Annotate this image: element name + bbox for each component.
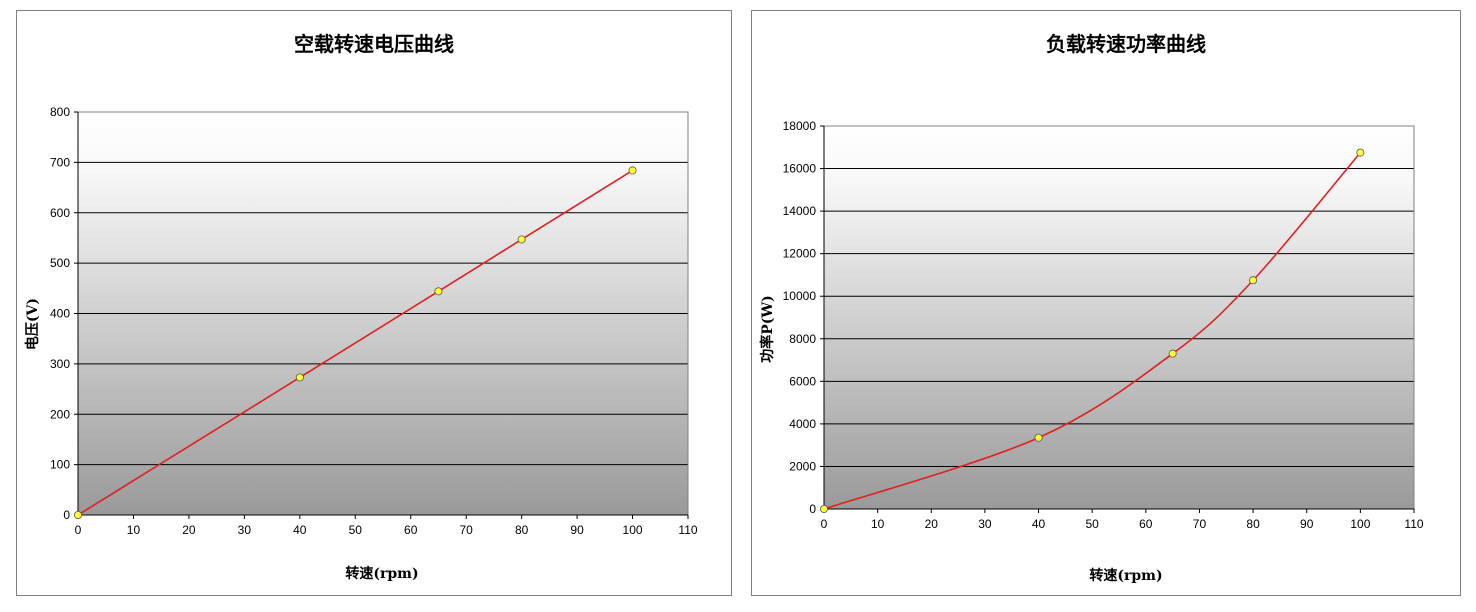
y-tick-label: 100: [50, 458, 70, 472]
y-tick-label: 6000: [789, 374, 816, 388]
data-point: [434, 287, 443, 296]
y-tick-label: 300: [50, 357, 70, 371]
y-tick-label: 600: [50, 206, 70, 220]
x-tick-label: 20: [182, 523, 196, 537]
x-tick-label: 60: [1139, 517, 1153, 531]
plot-area: 0 2000 4000 6000 8000 10000 12000 14000 16000 180…: [783, 119, 1424, 531]
x-tick-label: 100: [1350, 517, 1370, 531]
plot-area: 0 100 200 300 400 500 600 700 800 0 10 20 30 40 50 60 70…: [50, 105, 698, 537]
data-point: [517, 235, 526, 244]
x-tick-label: 80: [1246, 517, 1260, 531]
data-point: [295, 373, 304, 382]
x-tick-label: 10: [127, 523, 141, 537]
x-tick-label: 0: [75, 523, 82, 537]
x-tick-label: 40: [293, 523, 307, 537]
y-tick-label: 0: [809, 502, 816, 516]
data-point: [628, 166, 637, 175]
y-axis-title: 电压(V): [24, 298, 41, 350]
power-chart: 负载转速功率曲线 0 2000 4000 6000 8000 10000 12000 1400…: [759, 32, 1424, 584]
x-tick-label: 0: [821, 517, 828, 531]
y-tick-label: 800: [50, 105, 70, 119]
x-tick-label: 60: [404, 523, 418, 537]
chart-panel-voltage: 空载转速电压曲线 0 100 200 300 400 500 600 700 800 0 10 20 3…: [16, 10, 732, 596]
x-tick-label: 90: [1300, 517, 1314, 531]
y-tick-label: 200: [50, 407, 70, 421]
x-tick-label: 40: [1032, 517, 1046, 531]
chart-title: 空载转速电压曲线: [294, 32, 454, 56]
data-point: [820, 504, 829, 513]
y-tick-label: 14000: [783, 204, 817, 218]
y-tick-label: 400: [50, 307, 70, 321]
data-point: [74, 510, 83, 519]
x-tick-label: 30: [978, 517, 992, 531]
chart-panel-power: 负载转速功率曲线 0 2000 4000 6000 8000 10000 12000 1400…: [751, 10, 1461, 596]
x-tick-label: 20: [925, 517, 939, 531]
y-axis-title: 功率P(W): [759, 295, 776, 363]
y-tick-label: 700: [50, 155, 70, 169]
data-point: [1249, 276, 1258, 285]
x-axis-title: 转速(rpm): [1089, 567, 1162, 584]
y-tick-label: 4000: [789, 417, 816, 431]
x-tick-label: 30: [238, 523, 252, 537]
y-tick-label: 18000: [783, 119, 817, 133]
x-tick-label: 110: [678, 523, 697, 537]
y-tick-label: 500: [50, 256, 70, 270]
data-point: [1168, 349, 1177, 358]
x-tick-label: 70: [460, 523, 474, 537]
x-tick-label: 10: [871, 517, 885, 531]
data-point: [1356, 148, 1365, 157]
y-tick-label: 0: [63, 508, 70, 522]
y-tick-label: 16000: [783, 162, 817, 176]
x-tick-label: 100: [623, 523, 643, 537]
y-tick-label: 8000: [789, 332, 816, 346]
voltage-chart: 空载转速电压曲线 0 100 200 300 400 500 600 700 800 0 10 20 3…: [24, 32, 698, 582]
y-tick-label: 2000: [789, 459, 816, 473]
y-tick-label: 12000: [783, 247, 817, 261]
data-point: [1034, 433, 1043, 442]
x-tick-label: 70: [1193, 517, 1207, 531]
x-tick-label: 110: [1404, 517, 1423, 531]
x-tick-label: 50: [349, 523, 363, 537]
chart-title: 负载转速功率曲线: [1046, 32, 1206, 56]
y-tick-label: 10000: [783, 289, 817, 303]
x-tick-label: 90: [570, 523, 584, 537]
series-line: [823, 152, 1361, 510]
plot-background: [824, 126, 1414, 509]
x-tick-label: 80: [515, 523, 529, 537]
x-tick-label: 50: [1086, 517, 1100, 531]
x-axis-title: 转速(rpm): [345, 565, 418, 582]
